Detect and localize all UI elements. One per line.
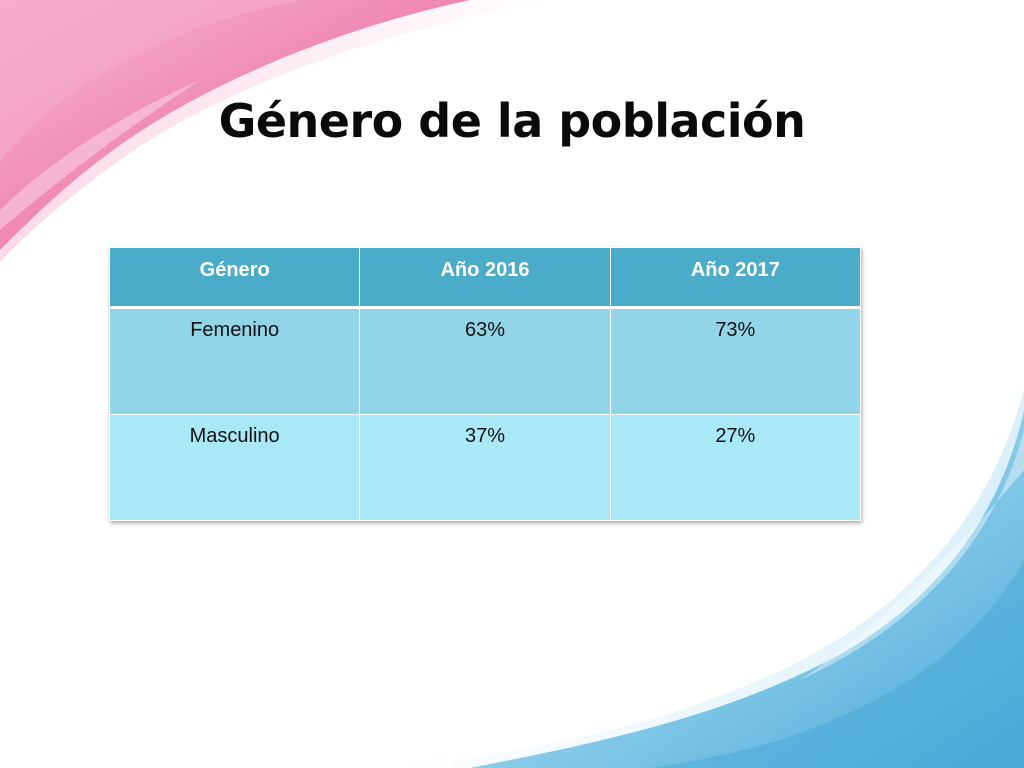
table-row: Femenino 63% 73%: [108, 307, 862, 415]
table-cell: Femenino: [108, 307, 361, 415]
table-row: Masculino 37% 27%: [108, 414, 862, 521]
header-cell-ano-2017: Año 2017: [609, 247, 862, 309]
table-cell: Masculino: [108, 414, 361, 521]
table-cell: 63%: [359, 307, 611, 415]
table-cell: 73%: [609, 307, 862, 415]
slide-title: Género de la población: [218, 94, 806, 148]
header-cell-genero: Género: [108, 247, 361, 309]
gender-table: Género Año 2016 Año 2017 Femenino 63% 73…: [108, 247, 862, 521]
table-cell: 27%: [609, 414, 862, 521]
table-cell: 37%: [359, 414, 611, 521]
table-header-row: Género Año 2016 Año 2017: [108, 247, 862, 309]
header-cell-ano-2016: Año 2016: [359, 247, 611, 309]
